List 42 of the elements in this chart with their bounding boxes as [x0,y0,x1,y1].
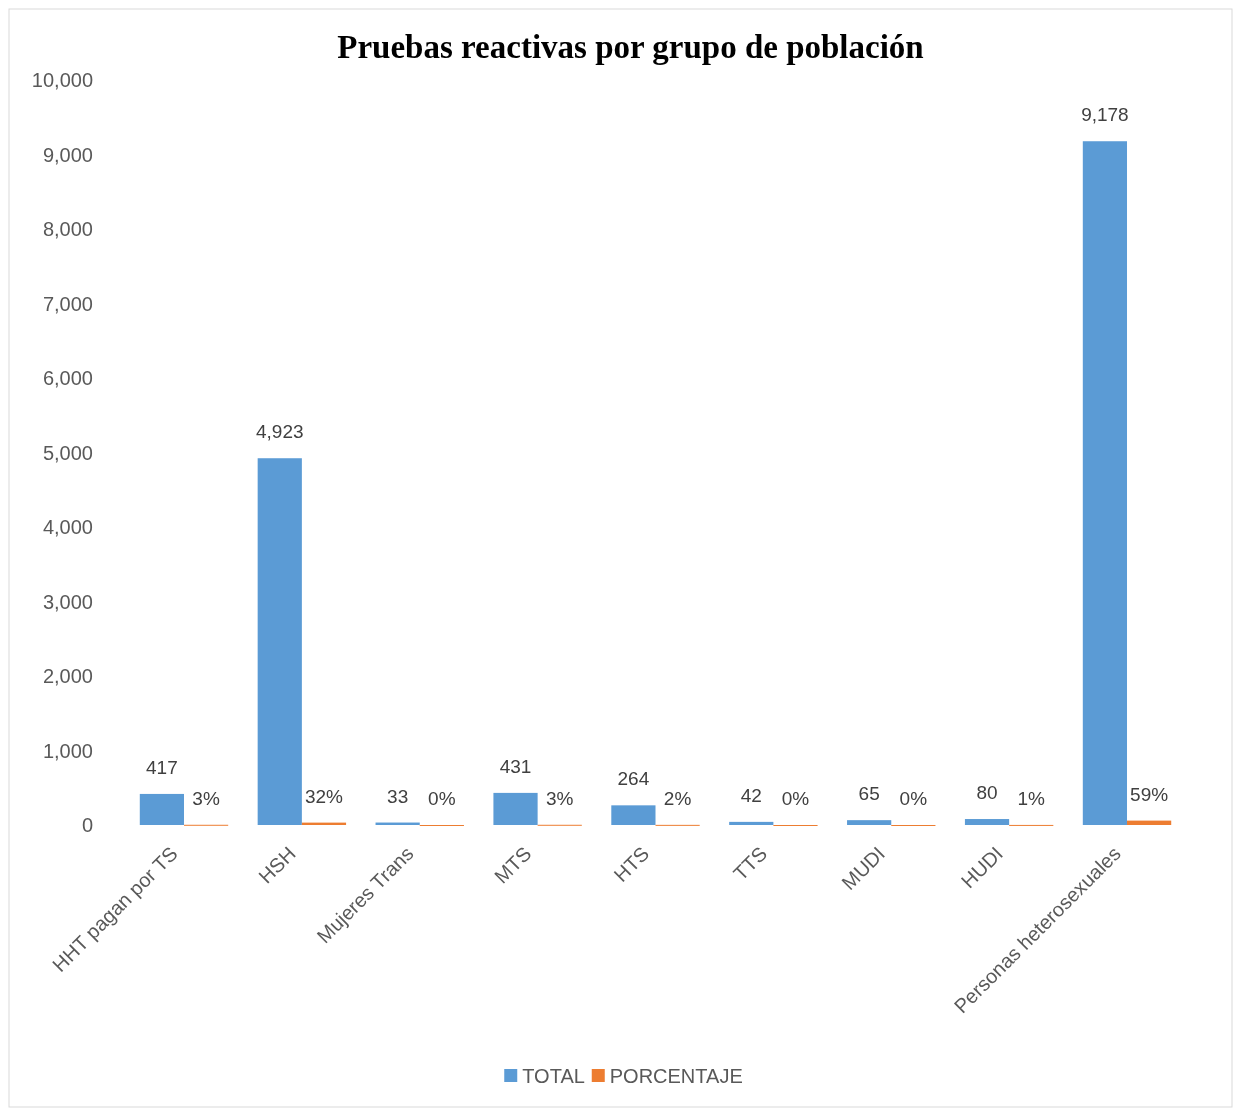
y-tick-label: 4,000 [42,516,93,538]
data-label: 65 [858,783,880,805]
y-tick-label: 7,000 [42,292,93,315]
data-label: 3% [545,787,574,809]
y-tick-label: 3,000 [42,590,93,613]
data-label: 4,923 [255,421,304,443]
data-label: 264 [617,768,650,790]
data-label: 9,178 [1081,104,1129,126]
y-tick-label: 6,000 [42,367,93,389]
data-label: 0% [781,788,810,809]
bar [1127,820,1172,825]
y-tick-label: 10,000 [31,69,93,91]
bar [493,792,538,825]
bar [611,805,656,825]
data-label: 42 [740,784,762,806]
legend-label: PORCENTAJE [609,1065,743,1087]
data-label: 33 [387,785,409,807]
bar [139,793,184,825]
data-label: 59% [1130,783,1169,805]
data-label: 3% [192,787,220,809]
bar [257,458,302,825]
bar [847,820,892,825]
y-tick-label: 1,000 [42,739,93,762]
data-label: 1% [1017,787,1046,809]
bar [729,821,774,825]
y-tick-label: 2,000 [42,665,93,687]
data-label: 32% [304,785,344,807]
x-tick-label: TTS [728,842,772,885]
y-tick-label: 0 [81,814,93,836]
data-label: 80 [976,782,998,804]
bar [1082,141,1127,825]
y-tick-label: 9,000 [42,143,93,166]
chart-title: Pruebas reactivas por grupo de población [337,29,924,65]
data-label: 431 [499,755,532,777]
data-label: 417 [146,756,178,778]
y-tick-label: 5,000 [42,441,93,464]
data-label: 2% [663,787,692,809]
bar [964,819,1010,825]
data-label: 0% [899,788,928,809]
data-label: 0% [428,788,456,809]
legend-label: TOTAL [522,1065,585,1087]
y-tick-label: 8,000 [42,218,93,240]
